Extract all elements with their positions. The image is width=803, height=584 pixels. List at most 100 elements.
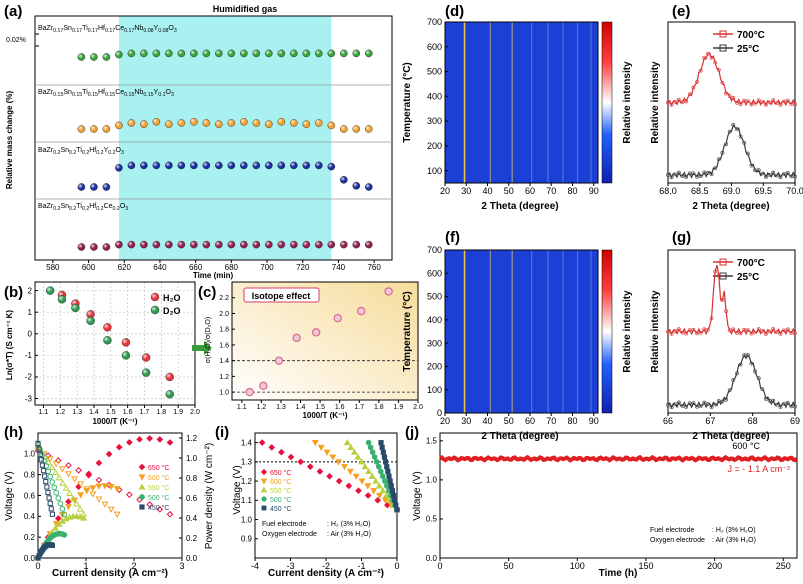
panel-c-isotope-ratio: 1.1 1.2 1.3 1.4 1.5 1.6 1.7 1.8 1.9 2.01.01.21.41… xyxy=(205,281,423,420)
i-xtick-label: -2 xyxy=(322,561,330,571)
b-series-1-point-shine xyxy=(121,351,130,360)
series-3-point xyxy=(265,240,273,249)
pd-colorbar xyxy=(601,21,613,184)
series-3-formula-sub: 0.2 xyxy=(82,206,89,212)
h-legend-marker-1 xyxy=(138,474,146,481)
series-0-point xyxy=(215,49,223,58)
c-point xyxy=(311,328,321,337)
series-2-point xyxy=(90,183,98,191)
pe-series-1-point xyxy=(756,98,761,103)
series-2-point xyxy=(227,161,236,170)
series-1-formula-el: Sn xyxy=(63,89,72,96)
series-3-formula-sub: 0.2 xyxy=(96,206,103,212)
humidified-band xyxy=(118,16,332,260)
series-1-point-shine xyxy=(327,121,335,129)
i-series-4-point xyxy=(388,483,394,489)
series-0-point-shine xyxy=(327,49,335,58)
pe-series-0-point xyxy=(709,172,714,177)
series-0-point-shine xyxy=(90,53,98,61)
pg-series-1-point xyxy=(691,327,696,332)
panel-h-fuel-cell: 0 1 2 30.00.20.40.60.81.00.00.20.40.60.81.0… xyxy=(4,432,215,579)
b-legend-marker-1-shine xyxy=(151,306,159,314)
series-0-formula-el: O xyxy=(168,25,174,32)
series-1-formula-sub: 0.15 xyxy=(72,92,82,98)
series-0-formula-el: Ce xyxy=(115,25,124,32)
i-series-3-point xyxy=(373,459,380,465)
pe-series-0-point xyxy=(676,170,681,175)
i-ytick-label: 1.1 xyxy=(241,496,253,505)
series-1-point xyxy=(340,125,348,133)
series-1-point xyxy=(352,125,361,133)
series-3-point xyxy=(315,240,323,249)
series-2-point xyxy=(127,161,136,170)
c-xtick-label: 1.3 xyxy=(276,404,286,411)
j-xtick-label: 200 xyxy=(707,561,722,571)
c-ytick-label: 1.2 xyxy=(219,374,229,381)
series-0-point xyxy=(140,49,148,58)
b-series-0-point-shine xyxy=(142,353,151,362)
h2-ytick-label: 1.2 xyxy=(186,434,198,443)
pe-series-0-point xyxy=(706,171,710,175)
c-point xyxy=(245,387,254,397)
series-2-point xyxy=(252,161,261,170)
i-series-4-point xyxy=(383,459,389,465)
pd-ytick-label: 200 xyxy=(427,141,442,151)
h-ytick-label: 0.6 xyxy=(24,491,36,500)
b-series-1-point xyxy=(121,351,131,360)
i-series-0-point xyxy=(326,472,333,480)
series-1-point-shine xyxy=(215,120,223,128)
c-ytick-label: 1.4 xyxy=(219,358,229,365)
pe-series-1-point xyxy=(793,102,797,107)
series-3-point-shine xyxy=(77,243,86,251)
h-series-2-voltage-point xyxy=(38,448,45,455)
pg-series-1-point xyxy=(687,328,692,332)
h-series-2-power-point xyxy=(80,514,88,521)
pg-series-0-point xyxy=(720,399,725,404)
h2-ytick-label: 0.0 xyxy=(186,554,198,563)
series-1-point xyxy=(140,120,148,128)
b-xtick-label: 2.0 xyxy=(190,409,200,416)
pg-series-0-point xyxy=(789,404,794,409)
series-3-point xyxy=(202,240,211,249)
h-series-4-voltage-point xyxy=(46,495,52,501)
h-series-3-voltage-point xyxy=(55,495,62,501)
series-2-point xyxy=(215,161,223,170)
h-series-1-power-point xyxy=(89,485,97,492)
pe-series-1-point xyxy=(745,99,750,103)
series-0-point xyxy=(327,49,336,58)
pe-series-1-point xyxy=(702,55,707,60)
pf-xtick-label: 30 xyxy=(461,416,471,426)
series-3-point-shine xyxy=(177,241,185,249)
i-series-3-point xyxy=(371,454,378,460)
pg-series-1-point xyxy=(738,331,743,336)
h-series-2-voltage-point xyxy=(73,500,81,507)
series-2-formula-el: Sn xyxy=(60,147,69,154)
series-3-point-shine xyxy=(165,241,173,249)
pf-ytick-label: 600 xyxy=(427,268,442,278)
b-legend-marker-0-shine xyxy=(151,293,159,301)
i-series-1-point xyxy=(364,483,372,490)
b-series-1-point xyxy=(57,295,67,304)
series-3-point-shine xyxy=(115,241,123,249)
c-xtick-label: 1.9 xyxy=(394,404,404,411)
h-series-2-voltage-point xyxy=(55,474,63,481)
series-0-point xyxy=(90,53,98,61)
pf-xtick-label: 20 xyxy=(440,416,450,426)
series-3-point xyxy=(327,240,336,249)
series-1-formula-sub: 3 xyxy=(171,92,174,98)
pe-series-0-point xyxy=(745,151,750,156)
j-voltage-trace xyxy=(439,454,799,463)
h-series-4-voltage-point xyxy=(35,440,41,446)
pg-series-1-point xyxy=(695,331,699,336)
pf-xtick-label: 80 xyxy=(567,416,577,426)
pd-xtick-label: 50 xyxy=(504,186,514,196)
i-series-0-point xyxy=(345,482,353,490)
series-0-point-shine xyxy=(127,49,135,58)
panel-label-c: (c) xyxy=(198,284,216,301)
pg-legend-label-0: 25°C xyxy=(737,272,759,283)
series-1-formula-sub: 0.15 xyxy=(124,92,134,98)
i-series-4-point xyxy=(380,449,386,455)
h-series-1-voltage-point xyxy=(71,476,79,483)
i-note-label-0: Fuel electrode xyxy=(262,521,306,528)
